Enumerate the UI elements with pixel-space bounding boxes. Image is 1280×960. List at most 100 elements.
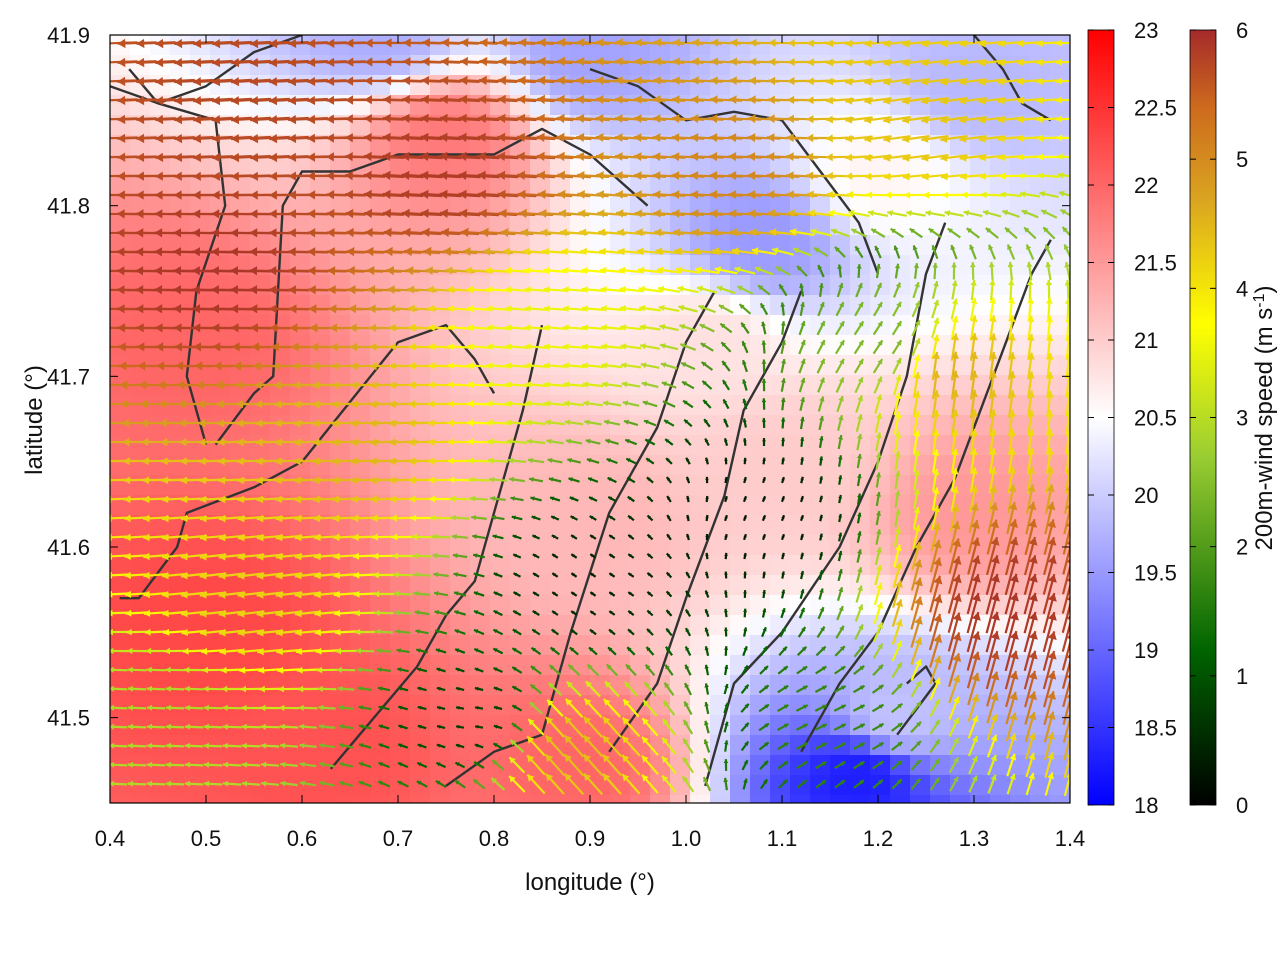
heatmap-cell xyxy=(1030,295,1051,316)
heatmap-cell xyxy=(230,655,251,676)
heatmap-cell xyxy=(410,395,431,416)
heatmap-cell xyxy=(150,655,171,676)
heatmap-cell xyxy=(1030,75,1051,96)
heatmap-cell xyxy=(390,215,411,236)
heatmap-cell xyxy=(970,175,991,196)
heatmap-cell xyxy=(1030,335,1051,356)
heatmap-cell xyxy=(170,175,191,196)
heatmap-cell xyxy=(550,175,571,196)
heatmap-cell xyxy=(830,135,851,156)
heatmap-cell xyxy=(450,415,471,436)
heatmap-cell xyxy=(410,455,431,476)
heatmap-cell xyxy=(470,795,491,803)
heatmap-cell xyxy=(190,555,211,576)
heatmap-cell xyxy=(330,415,351,436)
heatmap-cell xyxy=(870,775,891,796)
heatmap-cell xyxy=(130,715,151,736)
heatmap-cell xyxy=(670,655,691,676)
heatmap-cell xyxy=(750,495,771,516)
heatmap-cell xyxy=(250,55,271,76)
heatmap-cell xyxy=(590,195,611,216)
heatmap-cell xyxy=(470,335,491,356)
heatmap-cell xyxy=(630,455,651,476)
heatmap-cell xyxy=(110,175,131,196)
heatmap-cell xyxy=(630,135,651,156)
heatmap-cell xyxy=(150,75,171,96)
wind-colorbar-label-sup: -1 xyxy=(1251,293,1268,307)
heatmap-cell xyxy=(1030,415,1051,436)
heatmap-cell xyxy=(330,235,351,256)
y-tick-labels: 41.5 41.6 41.7 41.8 41.9 xyxy=(47,23,90,731)
heatmap-cell xyxy=(490,315,511,336)
x-tick-labels: 0.4 0.5 0.6 0.7 0.8 0.9 1.0 1.1 1.2 1.3 1.4 xyxy=(95,826,1086,851)
heatmap-cell xyxy=(510,675,531,696)
heatmap-cell xyxy=(770,255,791,276)
heatmap-cell xyxy=(130,675,151,696)
heatmap-cell xyxy=(710,735,731,756)
heatmap-cell xyxy=(510,155,531,176)
heatmap-cell xyxy=(1010,235,1031,256)
heatmap-cell xyxy=(630,375,651,396)
heatmap-cell xyxy=(970,55,991,76)
heatmap-cell xyxy=(630,795,651,803)
heatmap-cell xyxy=(270,515,291,536)
heatmap-cell xyxy=(250,275,271,296)
heatmap-cell xyxy=(1010,155,1031,176)
heatmap-cell xyxy=(630,555,651,576)
heatmap-cell xyxy=(330,335,351,356)
heatmap-cell xyxy=(650,355,671,376)
heatmap-cell xyxy=(890,175,911,196)
heatmap-cell xyxy=(410,35,431,56)
heatmap-cell xyxy=(550,415,571,436)
heatmap-cell xyxy=(790,475,811,496)
heatmap-cell xyxy=(690,555,711,576)
heatmap-cell xyxy=(350,555,371,576)
heatmap-cell xyxy=(370,135,391,156)
heatmap-cell xyxy=(950,795,971,803)
heatmap-cell xyxy=(710,775,731,796)
heatmap-cell xyxy=(970,75,991,96)
heatmap-cell xyxy=(510,75,531,96)
heatmap-cell xyxy=(630,195,651,216)
heatmap-cell xyxy=(690,275,711,296)
heatmap-cell xyxy=(990,195,1011,216)
heatmap-cell xyxy=(850,575,871,596)
heatmap-cell xyxy=(790,675,811,696)
heatmap-cell xyxy=(150,675,171,696)
heatmap-cell xyxy=(190,795,211,803)
heatmap-cell xyxy=(150,435,171,456)
heatmap-cell xyxy=(530,495,551,516)
heatmap-cell xyxy=(1030,355,1051,376)
heatmap-cell xyxy=(230,675,251,696)
heatmap-cell xyxy=(810,655,831,676)
heatmap-cell xyxy=(1050,135,1070,156)
heatmap-cell xyxy=(150,695,171,716)
heatmap-cell xyxy=(730,795,751,803)
heatmap-cell xyxy=(350,115,371,136)
heatmap-cell xyxy=(770,535,791,556)
heatmap-cell xyxy=(770,595,791,616)
heatmap-cell xyxy=(830,795,851,803)
heatmap-cell xyxy=(450,635,471,656)
heatmap-cell xyxy=(970,235,991,256)
heatmap-cell xyxy=(870,255,891,276)
heatmap-cell xyxy=(930,215,951,236)
heatmap-cell xyxy=(730,495,751,516)
heatmap-cell xyxy=(770,475,791,496)
heatmap-cell xyxy=(530,55,551,76)
heatmap-cell xyxy=(830,775,851,796)
heatmap-cell xyxy=(250,795,271,803)
heatmap-cell xyxy=(790,375,811,396)
heatmap-cell xyxy=(410,175,431,196)
heatmap-cell xyxy=(210,575,231,596)
heatmap-cell xyxy=(1010,255,1031,276)
heatmap-cell xyxy=(150,155,171,176)
heatmap-cell xyxy=(530,135,551,156)
heatmap-cell xyxy=(210,675,231,696)
heatmap-cell xyxy=(290,575,311,596)
heatmap-cell xyxy=(250,655,271,676)
heatmap-cell xyxy=(510,55,531,76)
heatmap-cell xyxy=(430,675,451,696)
heatmap-cell xyxy=(790,155,811,176)
